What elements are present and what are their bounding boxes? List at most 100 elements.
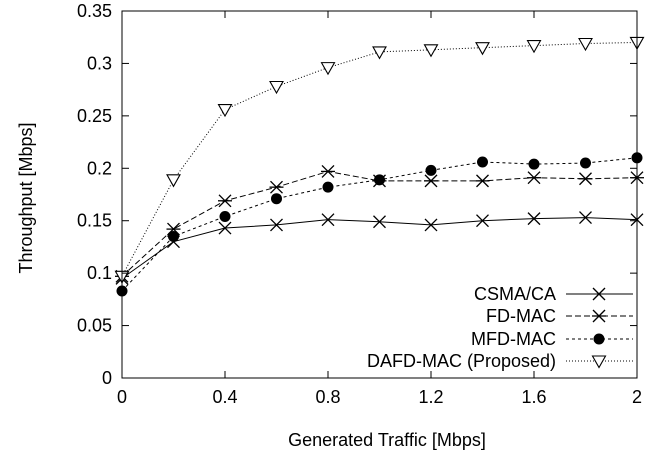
y-tick-label: 0.05 [77, 316, 112, 336]
data-point [424, 218, 438, 232]
x-axis-title: Generated Traffic [Mbps] [288, 430, 486, 450]
marker-stroke [321, 213, 335, 227]
series-dafd-mac-proposed [114, 36, 645, 284]
marker-dot [528, 158, 540, 170]
legend-marker [592, 287, 606, 301]
marker-dot [168, 230, 179, 242]
legend-entry: DAFD-MAC (Proposed) [367, 351, 633, 371]
legend-marker [593, 333, 605, 345]
series-mfd-mac [116, 152, 643, 297]
marker-stroke [527, 212, 541, 226]
y-tick-label: 0.15 [77, 211, 112, 231]
marker-triangle [372, 46, 387, 60]
data-point [527, 171, 541, 185]
legend-label: CSMA/CA [474, 284, 556, 304]
data-point [578, 37, 593, 52]
marker-triangle [423, 44, 439, 58]
data-point [218, 221, 232, 235]
data-point [217, 104, 233, 118]
marker-triangle [475, 42, 490, 56]
data-point [527, 212, 541, 226]
marker-stroke [270, 218, 283, 232]
legend-entry: CSMA/CA [474, 284, 633, 304]
marker-triangle [166, 174, 181, 188]
marker-triangle [578, 37, 593, 52]
y-tick-label: 0.3 [87, 53, 112, 73]
data-point [526, 40, 542, 54]
marker-stroke [424, 218, 438, 232]
marker-dot [322, 181, 334, 193]
data-point [580, 157, 591, 169]
axes: Generated Traffic [Mbps] Throughput [Mbp… [16, 1, 642, 450]
marker-triangle [591, 355, 607, 369]
marker-stroke [476, 214, 489, 228]
legend-marker [592, 309, 606, 323]
x-tick-label: 1.2 [418, 387, 443, 407]
data-point [320, 62, 336, 76]
data-point [269, 180, 284, 194]
data-point [218, 194, 232, 208]
x-tick-label: 0.4 [212, 387, 237, 407]
y-tick-label: 0.25 [77, 106, 112, 126]
marker-dot [219, 211, 231, 223]
data-point [219, 211, 231, 223]
data-point [321, 164, 335, 178]
legend-marker [591, 355, 607, 369]
data-point [321, 213, 335, 227]
marker-dot [374, 174, 385, 186]
marker-stroke [218, 221, 232, 235]
data-point [578, 172, 593, 186]
plot-frame [121, 10, 638, 379]
x-tick-label: 0 [117, 387, 127, 407]
data-point [475, 42, 490, 56]
data-point [528, 158, 540, 170]
marker-dot [425, 164, 437, 176]
data-point [270, 218, 283, 232]
marker-dot [580, 157, 591, 169]
plot-area [114, 36, 645, 297]
x-tick-label: 0.8 [315, 387, 340, 407]
legend-label: DAFD-MAC (Proposed) [367, 351, 556, 371]
data-point [424, 174, 438, 188]
data-point [579, 211, 592, 225]
legend-label: MFD-MAC [471, 329, 556, 349]
marker-stroke [579, 211, 592, 225]
y-tick-label: 0 [102, 368, 112, 388]
data-point [269, 80, 284, 95]
data-point [168, 230, 179, 242]
data-point [423, 44, 439, 58]
marker-triangle [217, 104, 233, 118]
legend-label: FD-MAC [486, 306, 556, 326]
series-line [121, 41, 638, 277]
x-tick-label: 2 [632, 387, 642, 407]
data-point [476, 214, 489, 228]
series-csma-ca [115, 211, 644, 285]
marker-triangle [320, 62, 336, 76]
data-point [166, 174, 181, 188]
data-point [373, 215, 386, 229]
data-point [271, 193, 282, 205]
legend-entry: MFD-MAC [471, 329, 633, 349]
series-line [121, 170, 638, 277]
marker-stroke [373, 215, 386, 229]
y-tick-label: 0.1 [87, 263, 112, 283]
marker-dot [593, 333, 605, 345]
data-point [425, 164, 437, 176]
legend-entry: FD-MAC [486, 306, 633, 326]
marker-dot [477, 156, 488, 168]
marker-triangle [269, 80, 284, 95]
data-point [477, 156, 488, 168]
y-tick-label: 0.35 [77, 1, 112, 21]
y-axis-title: Throughput [Mbps] [16, 122, 36, 273]
data-point [372, 46, 387, 60]
marker-stroke [592, 287, 606, 301]
y-tick-label: 0.2 [87, 158, 112, 178]
data-point [322, 181, 334, 193]
marker-triangle [526, 40, 542, 54]
data-point [475, 174, 490, 188]
marker-dot [271, 193, 282, 205]
x-tick-label: 1.6 [521, 387, 546, 407]
data-point [374, 174, 385, 186]
